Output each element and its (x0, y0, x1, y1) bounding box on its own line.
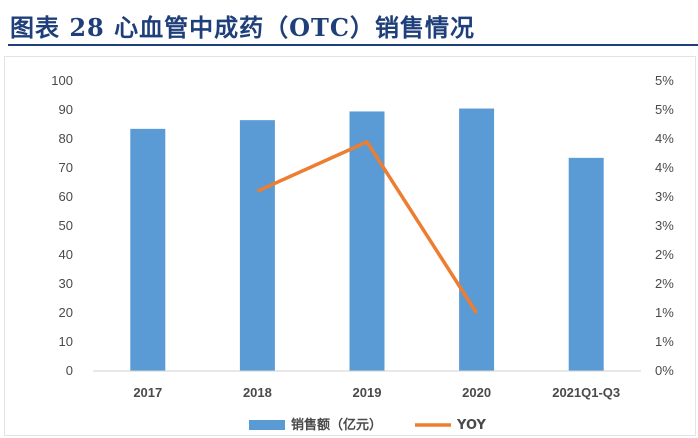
y-left-tick-label: 90 (59, 102, 73, 117)
y-left-tick-label: 70 (59, 160, 73, 175)
y-left-tick-label: 30 (59, 276, 73, 291)
y-right-tick-label: 4% (655, 131, 674, 146)
y-right-tick-label: 4% (655, 160, 674, 175)
y-right-tick-label: 2% (655, 247, 674, 262)
y-left-tick-label: 10 (59, 334, 73, 349)
y-left-tick-label: 0 (66, 363, 73, 378)
y-left-tick-label: 40 (59, 247, 73, 262)
legend-bar-label: 销售额（亿元） (291, 417, 382, 433)
chart-area: 0 10 20 30 40 50 60 70 80 90 100 0% 1% 1% 2% 2% 3% 3% 4% 4%… (4, 56, 696, 436)
x-tick-label: 2019 (353, 385, 382, 400)
y-right-tick-label: 5% (655, 73, 674, 88)
x-tick-label: 2018 (243, 385, 272, 400)
legend-bar-swatch (249, 420, 285, 430)
combo-chart: 0 10 20 30 40 50 60 70 80 90 100 0% 1% 1% 2% 2% 3% 3% 4% 4%… (51, 73, 674, 433)
y-left-tick-label: 60 (59, 189, 73, 204)
y-left-tick-label: 80 (59, 131, 73, 146)
bar (239, 120, 275, 372)
y-right-tick-label: 1% (655, 334, 674, 349)
y-right-tick-label: 0% (655, 363, 674, 378)
y-right-tick-label: 3% (655, 218, 674, 233)
x-tick-label: 2021Q1-Q3 (552, 385, 620, 400)
legend-line-label: YOY (456, 418, 487, 433)
figure-header: 图表 28 心血管中成药（OTC）销售情况 (0, 0, 698, 44)
x-tick-label: 2020 (462, 385, 491, 400)
bar (459, 108, 495, 372)
title-divider (8, 44, 698, 46)
figure-title: 图表 28 心血管中成药（OTC）销售情况 (10, 13, 475, 42)
y-right-tick-label: 3% (655, 189, 674, 204)
y-left-tick-label: 50 (59, 218, 73, 233)
y-right-tick-label: 5% (655, 102, 674, 117)
y-left-tick-label: 100 (51, 73, 73, 88)
y-left-tick-label: 20 (59, 305, 73, 320)
bar (349, 111, 385, 371)
bar (568, 157, 604, 371)
bar (130, 128, 166, 371)
x-tick-label: 2017 (133, 385, 162, 400)
y-right-tick-label: 2% (655, 276, 674, 291)
y-right-tick-label: 1% (655, 305, 674, 320)
